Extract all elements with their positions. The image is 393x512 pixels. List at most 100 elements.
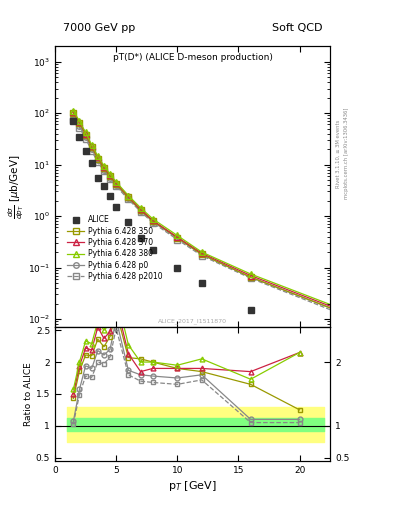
Pythia 6.428 p2010	[248, 275, 253, 281]
Pythia 6.428 370	[77, 119, 82, 125]
Pythia 6.428 370	[101, 164, 106, 170]
Pythia 6.428 370	[248, 272, 253, 279]
ALICE	[95, 175, 100, 181]
Pythia 6.428 380	[199, 249, 204, 255]
ALICE	[101, 183, 106, 189]
Pythia 6.428 p2010	[126, 197, 131, 203]
Pythia 6.428 p0	[248, 274, 253, 280]
Line: Pythia 6.428 370: Pythia 6.428 370	[71, 109, 351, 316]
Pythia 6.428 p2010	[108, 176, 112, 182]
Text: mcplots.cern.ch [arXiv:1306.3436]: mcplots.cern.ch [arXiv:1306.3436]	[344, 108, 349, 199]
ALICE	[77, 134, 82, 140]
Pythia 6.428 p2010	[95, 159, 100, 165]
Pythia 6.428 p2010	[83, 136, 88, 142]
Pythia 6.428 370	[138, 206, 143, 212]
Pythia 6.428 380	[71, 108, 76, 114]
Pythia 6.428 350	[89, 144, 94, 150]
ALICE	[346, 343, 351, 349]
Pythia 6.428 380	[114, 179, 119, 185]
Pythia 6.428 p0	[126, 196, 131, 202]
Text: 7000 GeV pp: 7000 GeV pp	[63, 23, 135, 33]
Pythia 6.428 p2010	[89, 148, 94, 154]
Pythia 6.428 p0	[199, 251, 204, 258]
Line: Pythia 6.428 p2010: Pythia 6.428 p2010	[71, 118, 351, 319]
Pythia 6.428 380	[138, 205, 143, 211]
Text: ALICE_2017_I1511870: ALICE_2017_I1511870	[158, 318, 227, 324]
Pythia 6.428 370	[71, 109, 76, 115]
Pythia 6.428 p0	[108, 175, 112, 181]
ALICE	[114, 204, 119, 210]
Legend: ALICE, Pythia 6.428 350, Pythia 6.428 370, Pythia 6.428 380, Pythia 6.428 p0, Py: ALICE, Pythia 6.428 350, Pythia 6.428 37…	[64, 212, 166, 284]
Pythia 6.428 p2010	[346, 314, 351, 320]
Pythia 6.428 p2010	[138, 208, 143, 215]
Pythia 6.428 p0	[77, 123, 82, 130]
Pythia 6.428 p0	[71, 116, 76, 122]
Pythia 6.428 370	[199, 250, 204, 257]
Pythia 6.428 350	[175, 234, 180, 241]
Pythia 6.428 p2010	[77, 124, 82, 131]
ALICE	[151, 247, 155, 253]
Text: Rivet 3.1.10, ≥ 3M events: Rivet 3.1.10, ≥ 3M events	[336, 119, 341, 188]
Pythia 6.428 380	[248, 271, 253, 277]
Pythia 6.428 380	[77, 118, 82, 124]
Pythia 6.428 p0	[175, 235, 180, 241]
Pythia 6.428 380	[346, 308, 351, 314]
Pythia 6.428 380	[89, 142, 94, 148]
Line: ALICE: ALICE	[70, 118, 352, 349]
ALICE	[71, 118, 76, 124]
Pythia 6.428 p0	[83, 134, 88, 140]
Line: Pythia 6.428 p0: Pythia 6.428 p0	[71, 117, 351, 318]
Pythia 6.428 350	[83, 132, 88, 138]
Text: pT(D*) (ALICE D-meson production): pT(D*) (ALICE D-meson production)	[113, 53, 272, 62]
ALICE	[175, 265, 180, 271]
Pythia 6.428 p0	[346, 312, 351, 318]
Pythia 6.428 350	[151, 218, 155, 224]
Pythia 6.428 370	[126, 194, 131, 200]
Pythia 6.428 p2010	[151, 220, 155, 226]
Line: Pythia 6.428 350: Pythia 6.428 350	[71, 110, 351, 318]
Pythia 6.428 p0	[89, 146, 94, 152]
Pythia 6.428 380	[95, 153, 100, 159]
Pythia 6.428 350	[77, 120, 82, 126]
Pythia 6.428 380	[101, 163, 106, 169]
Pythia 6.428 p0	[114, 182, 119, 188]
Pythia 6.428 370	[175, 234, 180, 240]
Pythia 6.428 p2010	[199, 252, 204, 259]
Pythia 6.428 370	[83, 131, 88, 137]
Pythia 6.428 p0	[101, 166, 106, 173]
Pythia 6.428 p2010	[101, 168, 106, 174]
Y-axis label: Ratio to ALICE: Ratio to ALICE	[24, 362, 33, 426]
ALICE	[89, 160, 94, 166]
Line: Pythia 6.428 380: Pythia 6.428 380	[71, 108, 351, 314]
Pythia 6.428 380	[126, 193, 131, 199]
Text: Soft QCD: Soft QCD	[272, 23, 322, 33]
Pythia 6.428 350	[346, 312, 351, 318]
Pythia 6.428 p2010	[175, 237, 180, 243]
ALICE	[108, 193, 112, 199]
ALICE	[248, 307, 253, 313]
Pythia 6.428 p2010	[71, 117, 76, 123]
Pythia 6.428 350	[114, 181, 119, 187]
Pythia 6.428 350	[101, 165, 106, 172]
Pythia 6.428 370	[151, 218, 155, 224]
Pythia 6.428 380	[175, 232, 180, 239]
Pythia 6.428 380	[151, 216, 155, 222]
Pythia 6.428 380	[83, 130, 88, 136]
Y-axis label: $\frac{d\sigma}{dp_T}$ [$\mu$b/GeV]: $\frac{d\sigma}{dp_T}$ [$\mu$b/GeV]	[7, 154, 26, 219]
Pythia 6.428 p0	[151, 219, 155, 225]
Pythia 6.428 350	[95, 156, 100, 162]
Pythia 6.428 370	[89, 143, 94, 149]
ALICE	[199, 280, 204, 286]
Pythia 6.428 370	[114, 180, 119, 186]
Pythia 6.428 370	[346, 310, 351, 316]
Pythia 6.428 p0	[95, 157, 100, 163]
ALICE	[138, 234, 143, 241]
Pythia 6.428 370	[95, 154, 100, 160]
Pythia 6.428 350	[138, 207, 143, 214]
Pythia 6.428 p0	[138, 207, 143, 214]
Pythia 6.428 370	[108, 172, 112, 178]
Pythia 6.428 350	[71, 110, 76, 116]
ALICE	[126, 220, 131, 226]
Pythia 6.428 p2010	[114, 183, 119, 189]
Pythia 6.428 380	[108, 171, 112, 177]
